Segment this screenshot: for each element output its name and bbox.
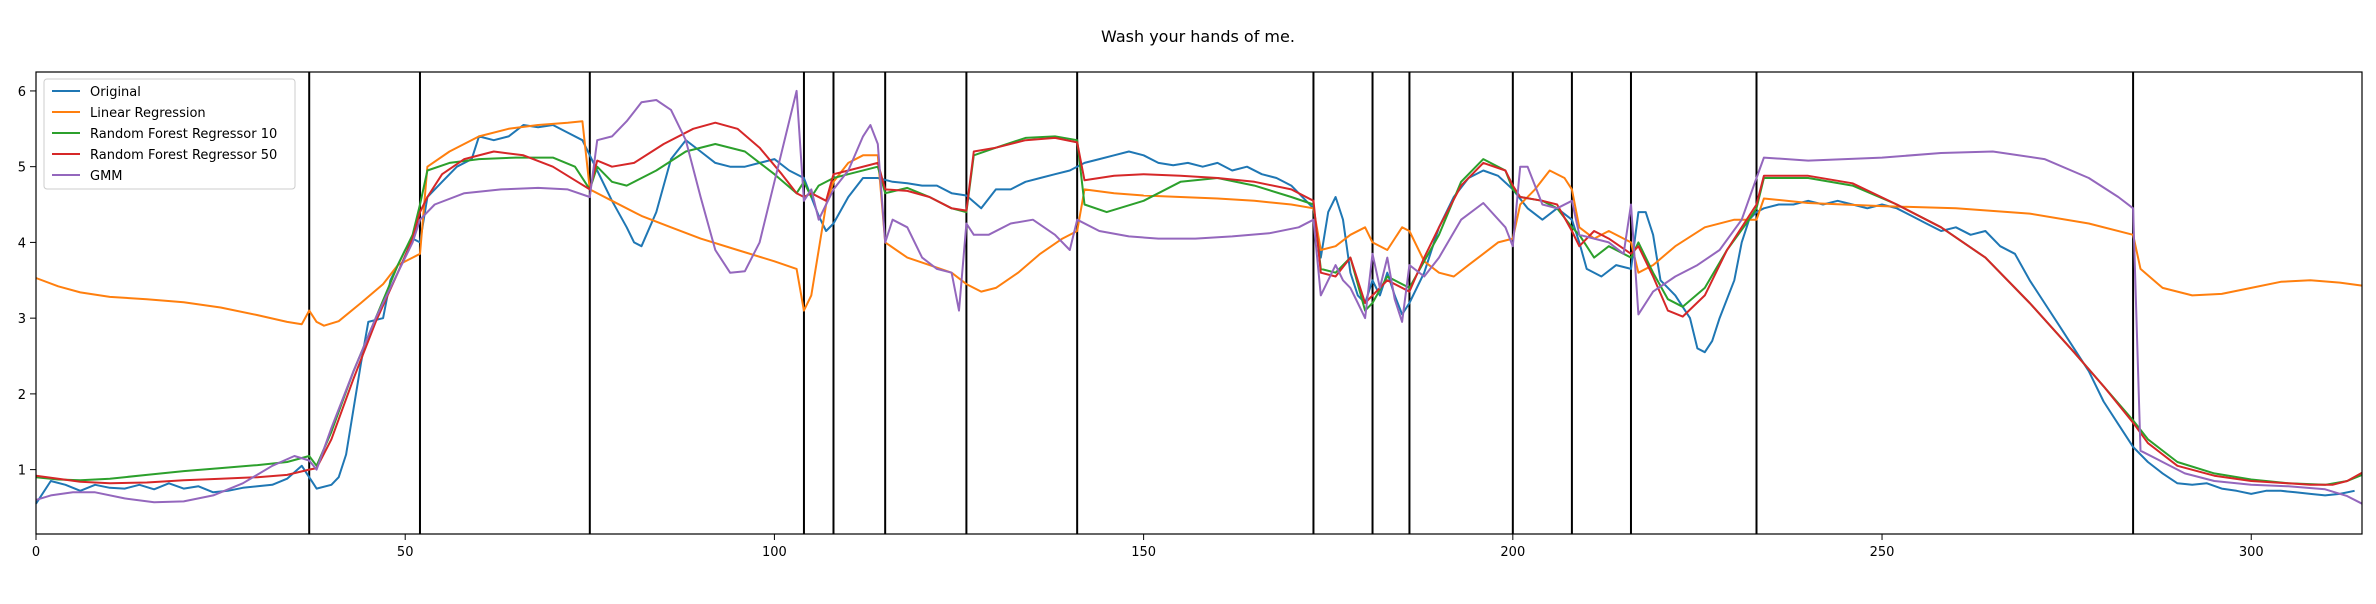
x-tick-label: 50 (397, 545, 414, 560)
series-line-linear-regression (35, 120, 2363, 327)
legend-entry-label: Random Forest Regressor 50 (90, 148, 277, 163)
series-lines (35, 89, 2363, 505)
x-tick-label: 100 (762, 545, 787, 560)
series-line-original (35, 124, 2355, 505)
x-tick-label: 0 (32, 545, 40, 560)
y-tick-label: 2 (18, 388, 26, 403)
series-line-random-forest-regressor-50 (35, 121, 2363, 486)
series-line-gmm (35, 89, 2363, 505)
y-tick-label: 4 (18, 236, 26, 251)
x-tick-label: 150 (1131, 545, 1156, 560)
y-tick-label: 5 (18, 161, 26, 176)
y-tick-label: 6 (18, 85, 26, 100)
y-tick-label: 3 (18, 312, 26, 327)
x-tick-label: 300 (2239, 545, 2264, 560)
x-tick-label: 250 (1870, 545, 1895, 560)
legend-box (43, 78, 296, 190)
plot-area-frame (35, 71, 2363, 535)
chart-title: Wash your hands of me. (1101, 27, 1295, 46)
legend-entry-label: Random Forest Regressor 10 (90, 127, 277, 142)
legend: Original Linear Regression Random Forest R… (43, 78, 296, 190)
legend-entry-label: Original (90, 85, 141, 100)
segment-boundaries (308, 72, 2135, 534)
legend-entry-label: GMM (90, 169, 123, 184)
y-tick-label: 1 (18, 464, 26, 479)
legend-entry-label: Linear Regression (90, 106, 206, 121)
x-tick-label: 200 (1500, 545, 1525, 560)
axes: 0 50 100 150 200 250 300 1 2 3 4 5 6 (18, 71, 2363, 560)
